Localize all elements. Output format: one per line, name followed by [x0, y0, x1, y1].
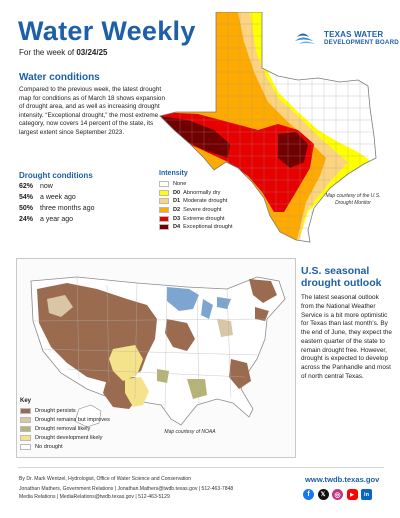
footer-divider	[18, 467, 384, 468]
legend-swatch	[159, 189, 169, 196]
legend-label: Extreme drought	[183, 215, 225, 222]
legend-code: D3	[173, 215, 181, 222]
intensity-legend-item: D1 Moderate drought	[159, 197, 233, 206]
water-conditions-body: Compared to the previous week, the lates…	[19, 86, 165, 136]
stat-row: 62% now	[19, 183, 53, 190]
media-relations-contact: Media Relations | MediaRelations@twdb.te…	[19, 494, 170, 500]
outlook-legend-item: Drought persists	[20, 406, 110, 415]
author-credit: By Dr. Mark Wentzel, Hydrologist, Office…	[19, 476, 192, 482]
legend-swatch	[20, 443, 31, 450]
us-map-graphic	[30, 276, 286, 428]
linkedin-icon[interactable]: in	[361, 489, 372, 500]
legend-swatch	[159, 198, 169, 205]
noaa-credit: Map courtesy of NOAA	[164, 429, 216, 435]
youtube-icon[interactable]: ▶	[346, 489, 358, 500]
page-title: Water Weekly	[18, 16, 196, 46]
legend-label: Drought removal likely	[35, 425, 91, 432]
legend-code: D0	[173, 189, 181, 196]
stat-row: 54% a week ago	[19, 194, 76, 201]
us-drought-outlook-map	[16, 258, 296, 458]
week-subtitle: For the week of 03/24/25	[19, 48, 108, 57]
legend-label: Drought development likely	[35, 434, 103, 441]
legend-label: Moderate drought	[183, 198, 228, 205]
social-links: f 𝕏 ◎ ▶ in	[303, 489, 376, 500]
stat-row: 24% a year ago	[19, 216, 73, 223]
intensity-legend: Intensity None D0 Abnormally dry D1 Modera…	[159, 170, 233, 232]
legend-swatch	[159, 207, 169, 214]
outlook-legend-heading: Key	[20, 398, 32, 404]
legend-swatch	[20, 416, 31, 423]
logo-line-1: TEXAS WATER	[324, 30, 384, 39]
outlook-legend-item: Drought development likely	[20, 433, 110, 442]
intensity-legend-item: D2 Severe drought	[159, 206, 233, 215]
legend-label: Abnormally dry	[183, 189, 221, 196]
logo-line-2: DEVELOPMENT BOARD	[324, 39, 399, 46]
intensity-legend-item: D0 Abnormally dry	[159, 189, 233, 198]
government-relations-contact: Jonathan Mathers, Government Relations |…	[19, 486, 234, 492]
stat-label: a week ago	[40, 194, 76, 201]
legend-code: D1	[173, 198, 181, 205]
legend-label: No drought	[35, 443, 63, 450]
x-icon[interactable]: 𝕏	[317, 489, 329, 500]
subtitle-prefix: For the week of	[19, 48, 77, 57]
drought-monitor-credit: Map courtesy of the U.S. Drought Monitor	[325, 193, 381, 206]
stat-value: 62%	[19, 183, 34, 190]
legend-code: D4	[173, 224, 181, 231]
outlook-body: The latest seasonal outlook from the Nat…	[301, 294, 392, 380]
intensity-legend-item: None	[159, 180, 233, 189]
legend-label: Exceptional drought	[183, 224, 233, 231]
outlook-legend: Key Drought persists Drought remains but…	[20, 398, 110, 451]
subtitle-date: 03/24/25	[76, 48, 108, 57]
stat-label: three months ago	[40, 205, 95, 212]
legend-label: Severe drought	[183, 207, 222, 214]
intensity-legend-item: D3 Extreme drought	[159, 214, 233, 223]
great-lakes	[167, 287, 199, 311]
texas-drought-map	[159, 12, 377, 243]
outlook-heading: U.S. seasonal drought outlook	[301, 265, 382, 289]
intensity-legend-item: D4 Exceptional drought	[159, 223, 233, 232]
legend-swatch	[159, 181, 169, 188]
outlook-legend-item: Drought removal likely	[20, 424, 110, 433]
water-drops-icon	[295, 33, 315, 44]
water-conditions-heading: Water conditions	[19, 72, 100, 83]
stat-label: a year ago	[40, 216, 74, 223]
stat-label: now	[40, 183, 53, 190]
legend-swatch	[20, 407, 31, 414]
legend-swatch	[20, 434, 31, 441]
intensity-legend-heading: Intensity	[159, 170, 188, 177]
stat-value: 50%	[19, 205, 34, 212]
twdb-logo	[295, 33, 315, 44]
outlook-legend-item: No drought	[20, 442, 110, 451]
logo-text: TEXAS WATER DEVELOPMENT BOARD	[324, 30, 399, 46]
instagram-icon[interactable]: ◎	[332, 489, 343, 500]
legend-swatch	[159, 224, 169, 231]
stat-value: 54%	[19, 194, 34, 201]
stat-row: 50% three months ago	[19, 205, 94, 212]
legend-label: Drought remains but improves	[35, 416, 110, 423]
facebook-icon[interactable]: f	[303, 489, 314, 500]
outlook-legend-item: Drought remains but improves	[20, 415, 110, 424]
drought-conditions-heading: Drought conditions	[19, 171, 93, 180]
website-link[interactable]: www.twdb.texas.gov	[305, 475, 380, 484]
legend-label: None	[173, 181, 187, 188]
legend-swatch	[159, 215, 169, 222]
legend-swatch	[20, 425, 31, 432]
stat-value: 24%	[19, 216, 34, 223]
legend-code: D2	[173, 207, 181, 214]
legend-label: Drought persists	[35, 407, 76, 414]
alaska-inset	[74, 404, 102, 428]
